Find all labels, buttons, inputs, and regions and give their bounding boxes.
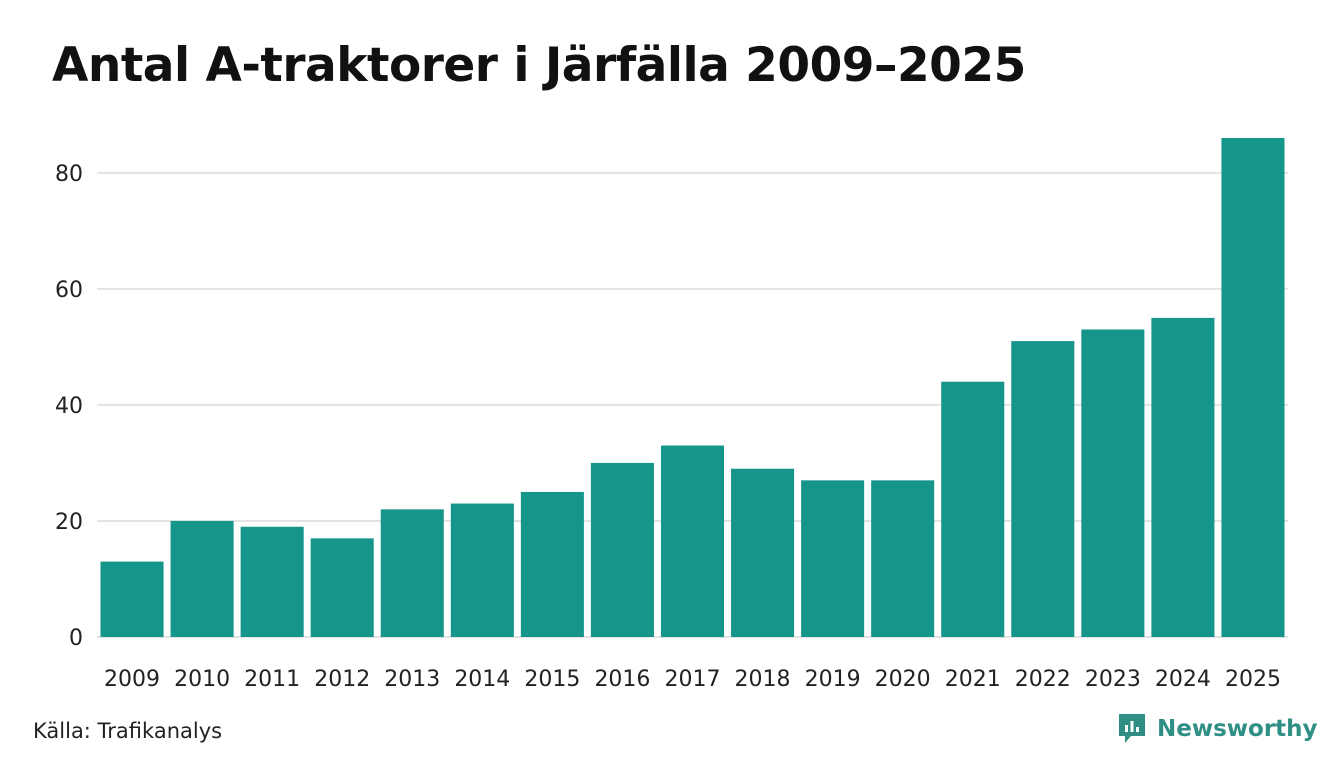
x-tick-label: 2013 (384, 667, 440, 692)
bar-2023[interactable] (1081, 329, 1145, 637)
bar-2022[interactable] (1011, 341, 1075, 637)
bar-2021[interactable] (941, 381, 1005, 637)
x-tick-label: 2011 (244, 667, 300, 692)
x-tick-label: 2018 (735, 667, 791, 692)
x-tick-label: 2015 (524, 667, 580, 692)
x-tick-label: 2020 (875, 667, 931, 692)
bar-2010[interactable] (170, 520, 234, 637)
x-tick-label: 2023 (1085, 667, 1141, 692)
bar-2019[interactable] (801, 480, 865, 637)
x-tick-label: 2017 (665, 667, 721, 692)
y-tick-label: 0 (69, 626, 83, 651)
bar-2020[interactable] (871, 480, 935, 637)
y-tick-label: 20 (55, 510, 83, 535)
brand-name: Newsworthy (1157, 715, 1318, 742)
bar-2012[interactable] (310, 538, 374, 637)
x-tick-label: 2012 (314, 667, 370, 692)
x-tick-label: 2022 (1015, 667, 1071, 692)
bar-2011[interactable] (240, 526, 304, 637)
y-tick-label: 40 (55, 394, 83, 419)
x-tick-label: 2009 (104, 667, 160, 692)
x-tick-label: 2016 (594, 667, 650, 692)
bar-2017[interactable] (660, 445, 725, 637)
bar-2014[interactable] (450, 503, 514, 637)
y-tick-label: 80 (55, 162, 83, 187)
y-axis: 0 20 40 60 80 (55, 162, 83, 651)
y-tick-label: 60 (55, 278, 83, 303)
x-tick-label: 2025 (1225, 667, 1281, 692)
bar-2009[interactable] (100, 561, 164, 637)
x-tick-label: 2014 (454, 667, 510, 692)
bar-2016[interactable] (590, 462, 654, 637)
x-tick-label: 2019 (805, 667, 861, 692)
x-tick-label: 2010 (174, 667, 230, 692)
x-axis: 2009 2010 2011 2012 2013 2014 2015 2016 2017 2018… (104, 667, 1281, 692)
brand-logo[interactable]: Newsworthy (1117, 712, 1318, 745)
newsworthy-logo-icon (1119, 714, 1145, 743)
bars (100, 138, 1285, 637)
bar-2025[interactable] (1221, 138, 1285, 637)
x-tick-label: 2024 (1155, 667, 1211, 692)
bar-2024[interactable] (1151, 317, 1215, 637)
x-tick-label: 2021 (945, 667, 1001, 692)
bar-2013[interactable] (380, 509, 444, 637)
bar-2018[interactable] (731, 468, 795, 637)
chart-title: Antal A-traktorer i Järfälla 2009–2025 (52, 38, 1026, 93)
source-note: Källa: Trafikanalys (33, 719, 223, 743)
bar-2015[interactable] (520, 491, 584, 637)
